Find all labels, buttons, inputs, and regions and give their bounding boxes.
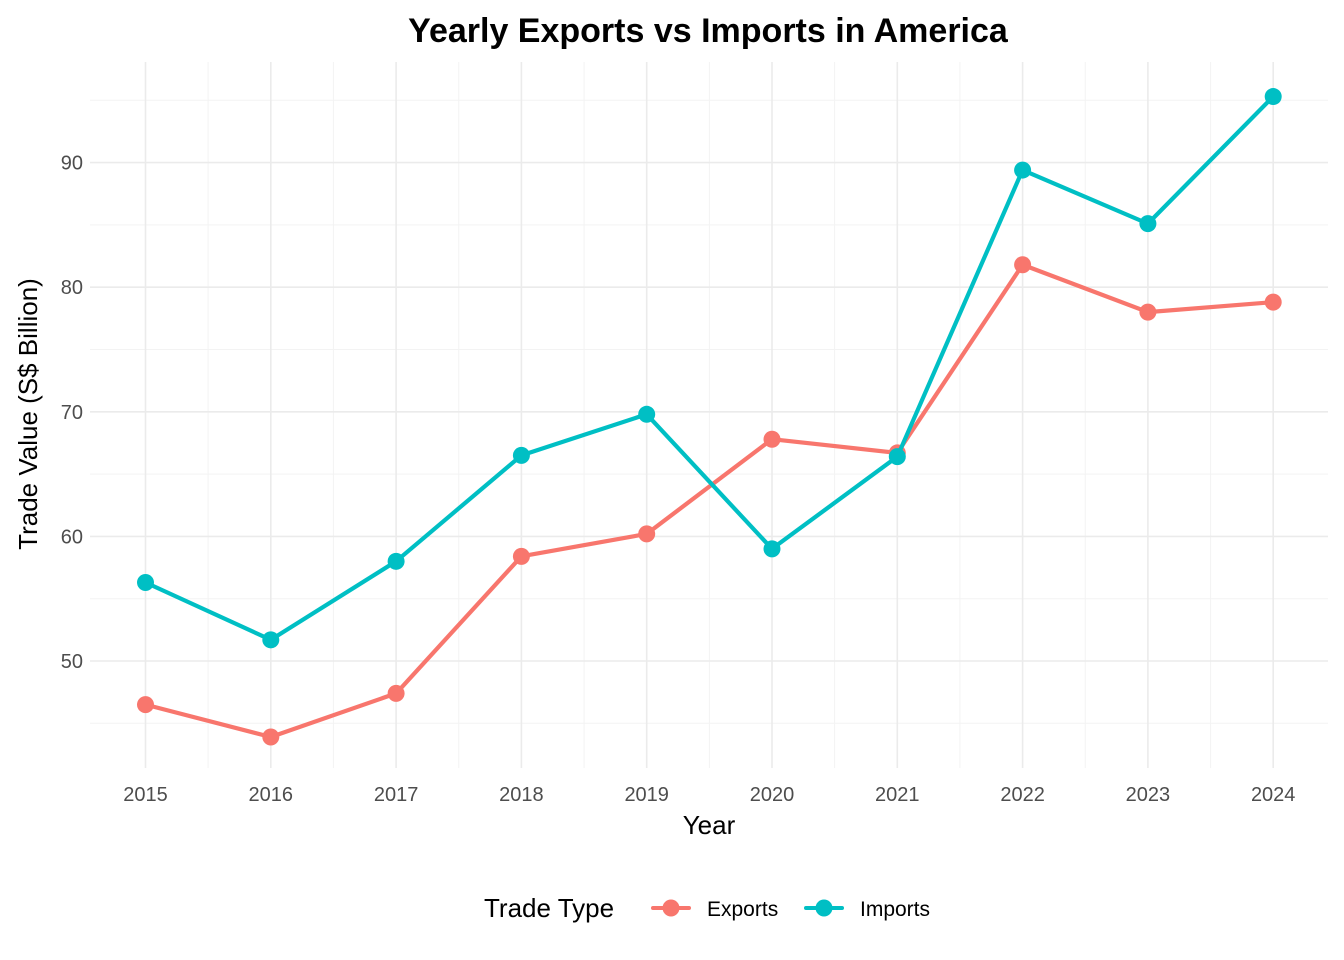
legend-item-imports: Imports [804,898,930,921]
x-tick-label: 2023 [1126,784,1171,806]
series-layer [137,88,1282,746]
legend-title: Trade Type [484,893,614,923]
x-tick-label: 2022 [1000,784,1045,806]
series-line-imports [143,94,1276,642]
x-axis-tick-labels: 2015 2016 2017 2018 2019 2020 2021 2022 2023 2024 [123,784,1295,806]
series-line-exports [143,262,1276,740]
data-point-imports [387,552,405,570]
x-tick-label: 2019 [624,784,669,806]
data-point-exports [638,525,656,543]
data-point-imports [1139,215,1157,233]
data-point-exports [1264,293,1282,311]
legend-key-exports-dot [662,899,680,917]
grid-lines [90,62,1328,768]
data-point-imports [1014,161,1032,179]
data-point-exports [137,696,154,714]
y-axis-title: Trade Value (S$ Billion) [13,278,43,550]
data-point-imports [888,448,906,466]
y-axis-tick-labels: 50 60 70 80 90 [61,153,83,673]
data-point-exports [512,547,530,565]
legend-label-exports: Exports [707,898,778,921]
data-point-exports [262,728,280,746]
legend: Trade Type Exports Imports [484,893,930,923]
y-tick-label: 60 [61,526,83,548]
data-point-imports [638,405,656,423]
legend-item-exports: Exports [651,898,778,921]
x-tick-label: 2015 [123,784,168,806]
data-point-imports [763,540,781,558]
data-point-exports [1139,303,1157,321]
chart-title: Yearly Exports vs Imports in America [408,12,1009,50]
y-tick-label: 80 [61,277,83,299]
x-axis-title: Year [683,810,736,840]
x-tick-label: 2021 [875,784,920,806]
series-imports [137,88,1282,649]
data-point-imports [512,446,530,464]
x-tick-label: 2020 [750,784,795,806]
y-tick-label: 90 [61,153,83,175]
data-point-imports [1264,88,1282,106]
x-tick-label: 2016 [249,784,294,806]
y-tick-label: 50 [61,651,83,673]
series-exports [137,256,1282,746]
data-point-exports [1014,256,1032,274]
data-point-exports [387,684,405,702]
legend-key-imports-dot [815,899,833,917]
data-point-imports [137,574,154,592]
data-point-exports [763,430,781,448]
x-tick-label: 2024 [1251,784,1296,806]
x-tick-label: 2018 [499,784,544,806]
data-point-imports [262,631,280,649]
x-tick-label: 2017 [374,784,419,806]
y-tick-label: 70 [61,402,83,424]
legend-label-imports: Imports [860,898,930,921]
